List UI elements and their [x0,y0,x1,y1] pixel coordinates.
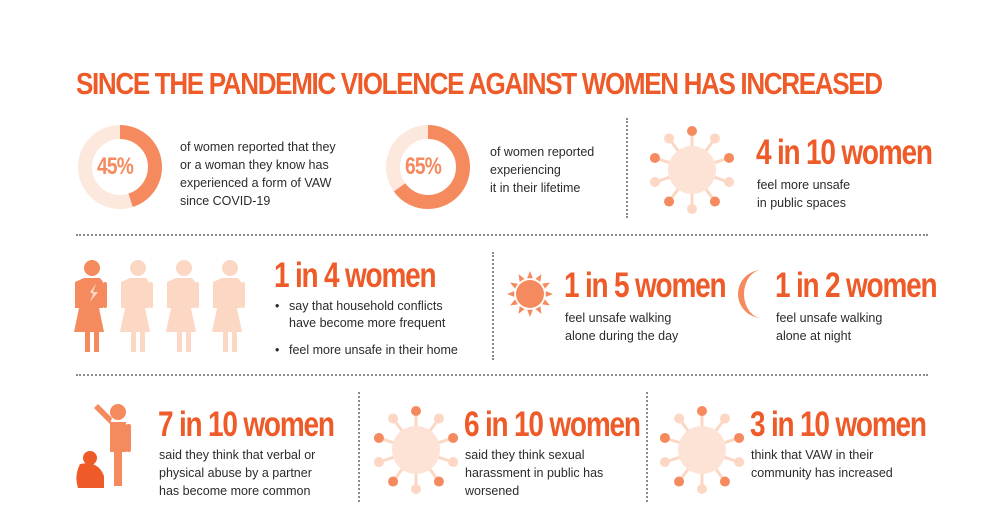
virus-icon [646,124,738,216]
stat-65-text: of women reported experiencing it in the… [490,145,595,195]
stat-1in2-text: feel unsafe walking alone at night [776,311,883,343]
stat-7in10-headline: 7 in 10 women [158,405,335,444]
donut-value-65: 65% [405,153,442,180]
divider-vertical [626,118,628,218]
bullet-item: say that household conflicts have become… [273,298,458,332]
stat-3in10-text: think that VAW in their community has in… [751,448,893,480]
page-title: SINCE THE PANDEMIC VIOLENCE AGAINST WOME… [76,66,883,101]
divider-vertical [646,392,648,502]
donut-chart-65: 65% [385,124,471,210]
moon-icon [732,268,772,320]
virus-icon [370,404,462,496]
women-figures-icon [72,258,262,354]
donut-value-45: 45% [97,153,134,180]
stat-6in10-headline: 6 in 10 women [464,405,641,444]
stat-1in4-bullets: say that household conflicts have become… [273,298,458,359]
stat-1in2-headline: 1 in 2 women [775,266,938,305]
stat-4in10-text: feel more unsafe in public spaces [757,178,851,210]
virus-icon [656,404,748,496]
sun-icon [506,270,554,318]
bullet-item: feel more unsafe in their home [273,341,458,359]
stat-1in5-headline: 1 in 5 women [564,266,727,305]
abuse-figures-icon [76,402,142,490]
stat-4in10-headline: 4 in 10 women [756,133,933,172]
stat-6in10-text: said they think sexual harassment in pub… [465,448,604,498]
stat-7in10-text: said they think that verbal or physical … [159,448,316,498]
divider-horizontal [76,234,928,236]
stat-3in10-headline: 3 in 10 women [750,405,927,444]
stat-45-text: of women reported that they or a woman t… [180,140,336,208]
divider-vertical [492,252,494,360]
stat-1in4-headline: 1 in 4 women [274,256,437,295]
donut-chart-45: 45% [77,124,163,210]
stat-1in5-text: feel unsafe walking alone during the day [565,311,679,343]
divider-vertical [358,392,360,502]
divider-horizontal [76,374,928,376]
